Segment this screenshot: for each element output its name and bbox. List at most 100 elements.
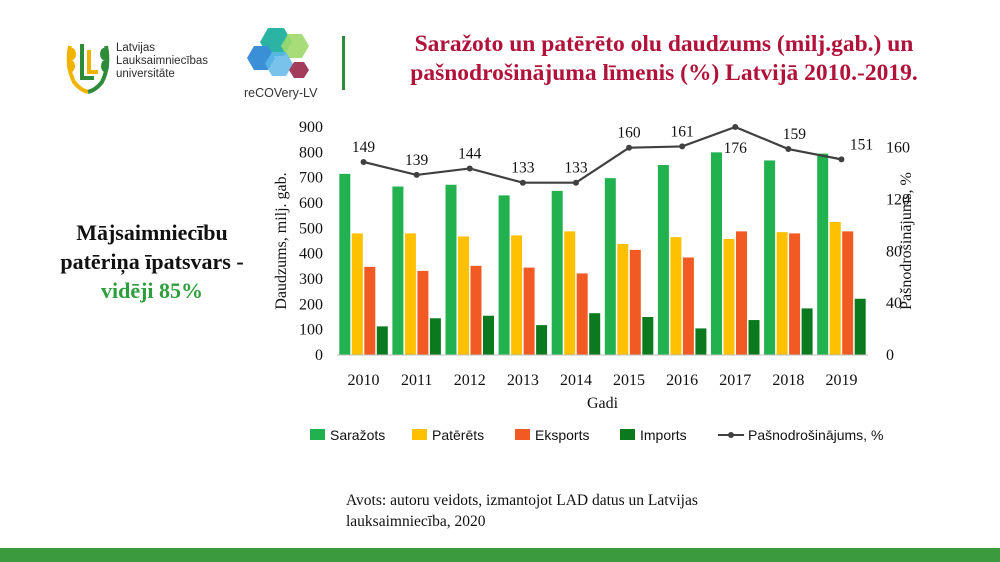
side-note-line1: Mājsaimniecību	[76, 220, 228, 245]
legend-swatch	[310, 429, 325, 440]
line-point	[360, 158, 367, 165]
line-point	[838, 156, 845, 163]
bar	[736, 231, 747, 355]
bar	[604, 178, 616, 355]
x-tick-label: 2012	[454, 372, 486, 389]
bar	[682, 257, 694, 355]
y2-tick-label: 0	[886, 347, 894, 364]
bar	[657, 165, 669, 355]
y-tick-label: 100	[299, 322, 323, 339]
y-tick-label: 800	[299, 144, 323, 161]
legend-label: Pašnodrošinājums, %	[748, 427, 883, 443]
y-axis-title: Daudzums, milj. gab.	[273, 172, 290, 309]
bar	[511, 235, 523, 355]
side-note-line2: patēriņa īpatsvars -	[60, 249, 244, 274]
legend-label: Imports	[640, 427, 687, 443]
line-point	[679, 143, 686, 150]
bar	[670, 237, 682, 355]
line-point	[466, 165, 473, 172]
bar	[351, 233, 363, 355]
bar	[589, 313, 601, 355]
x-tick-label: 2010	[348, 372, 380, 389]
data-label: 139	[405, 152, 429, 169]
x-tick-label: 2011	[401, 372, 432, 389]
bar	[764, 160, 776, 355]
bar	[642, 317, 654, 355]
bar	[854, 298, 866, 355]
line-point	[785, 146, 792, 153]
x-tick-label: 2019	[825, 372, 857, 389]
legend-label: Saražots	[330, 427, 385, 443]
x-tick-label: 2014	[560, 372, 592, 389]
bar	[404, 233, 416, 355]
x-tick-label: 2016	[666, 372, 698, 389]
bar	[564, 231, 576, 355]
x-tick-label: 2013	[507, 372, 539, 389]
bar	[817, 153, 829, 355]
legend-swatch	[412, 429, 427, 440]
x-tick-label: 2015	[613, 372, 645, 389]
legend-line-marker	[728, 432, 734, 438]
y-tick-label: 700	[299, 170, 323, 187]
bar	[695, 328, 707, 355]
bar	[801, 308, 813, 355]
data-label: 161	[671, 123, 694, 140]
x-axis-title: Gadi	[587, 395, 619, 412]
data-label: 133	[564, 160, 588, 177]
recovery-name: reCOVery-LV	[244, 86, 318, 100]
line-point	[519, 179, 526, 186]
legend-swatch	[515, 429, 530, 440]
data-label: 176	[724, 140, 748, 157]
data-label: 151	[850, 136, 873, 153]
source-line2: lauksaimniecība, 2020	[346, 513, 486, 530]
bar	[776, 232, 788, 355]
bar	[364, 266, 376, 355]
llu-name-line1: Latvijas	[116, 42, 155, 54]
data-label: 144	[458, 145, 482, 162]
bar	[376, 326, 388, 355]
line-point	[572, 179, 579, 186]
data-label: 133	[511, 160, 534, 177]
y-tick-label: 400	[299, 246, 323, 263]
self-sufficiency-line	[363, 125, 842, 184]
legend-swatch	[620, 429, 635, 440]
y2-axis-title: Pašnodrošinājums, %	[898, 172, 915, 310]
title-accent-bar	[342, 36, 345, 90]
bar	[339, 173, 351, 355]
data-label: 159	[783, 126, 807, 143]
x-tick-label: 2017	[719, 372, 751, 389]
bar	[576, 273, 588, 355]
line-point	[413, 171, 420, 178]
bar	[445, 184, 457, 355]
bar	[748, 320, 760, 355]
llu-emblem-icon	[66, 44, 110, 94]
bar	[417, 270, 429, 355]
bar	[723, 238, 735, 355]
y-tick-label: 200	[299, 296, 323, 313]
page-title: Saražoto un patērēto olu daudzums (milj.…	[354, 30, 974, 88]
title-line1: Saražoto un patērēto olu daudzums (milj.…	[414, 31, 914, 57]
y2-tick-label: 120	[886, 192, 910, 209]
source-line1: Avots: autoru veidots, izmantojot LAD da…	[346, 492, 698, 509]
llu-name-line2: Lauksaimniecības	[116, 55, 209, 67]
y2-tick-label: 80	[886, 243, 902, 260]
y-tick-label: 300	[299, 271, 323, 288]
bar	[470, 265, 482, 355]
data-label: 160	[617, 125, 641, 142]
bar	[617, 244, 629, 355]
x-tick-label: 2018	[772, 372, 804, 389]
hexagon-cluster-icon	[247, 28, 309, 78]
bar	[789, 233, 801, 355]
bar	[829, 222, 841, 355]
bar	[536, 325, 548, 355]
bar	[429, 318, 441, 355]
bar	[629, 249, 641, 355]
line-point	[732, 124, 739, 130]
bar	[458, 236, 469, 355]
data-label: 149	[352, 139, 376, 156]
y2-tick-label: 160	[886, 140, 910, 157]
source-note: Avots: autoru veidots, izmantojot LAD da…	[346, 490, 816, 532]
bar	[551, 190, 563, 355]
llu-name-line3: universitāte	[116, 68, 175, 80]
y-tick-label: 0	[315, 347, 323, 364]
